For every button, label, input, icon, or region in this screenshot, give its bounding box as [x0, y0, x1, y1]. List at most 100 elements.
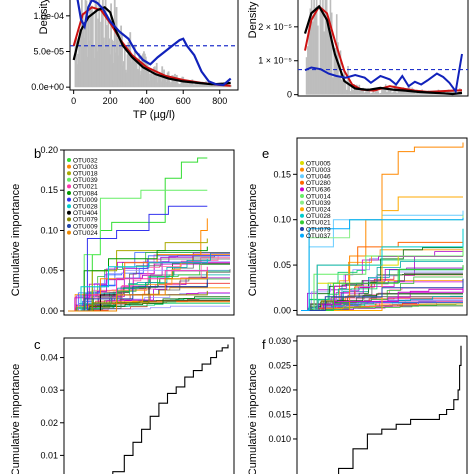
panel-b-legend-marker	[67, 204, 71, 209]
panel-a-hist-bar	[113, 0, 116, 88]
panel-a-hist-bar	[168, 80, 171, 88]
panel-d-hist-bar	[413, 91, 416, 95]
panel-b-background-line	[68, 292, 230, 312]
panel-a-hist-bar	[95, 0, 98, 88]
panel-a-hist-bar	[116, 38, 119, 88]
panel-e-background-line	[301, 259, 463, 311]
panel-b-series-line	[68, 246, 208, 312]
panel-b-legend-marker	[67, 158, 71, 162]
panel-d-frame	[297, 0, 469, 97]
panel-d-y-ticks: 0 1 × 10⁻⁵ 2 × 10⁻⁵	[258, 22, 298, 100]
panel-a-hist-bar	[119, 46, 122, 88]
panel-a-x-tick-label: 400	[139, 96, 154, 106]
panel-a-hist-bar	[163, 69, 165, 88]
panel-d-hist-bar	[373, 92, 376, 95]
panel-a-hist-bar	[207, 84, 210, 88]
panel-f-y-tick-label: 0.025	[268, 360, 291, 370]
panel-a-hist-bar	[90, 47, 92, 88]
panel-b-legend-marker	[67, 224, 71, 228]
panel-a-hist-bar	[133, 59, 135, 88]
panel-d-y-tick-label: 0	[287, 90, 292, 100]
panel-a-hist-bar	[137, 70, 140, 88]
panel-a-hist-bar	[107, 18, 110, 88]
panel-d-hist-bar	[329, 0, 332, 95]
panel-d-hist-bar	[345, 89, 348, 95]
panel-f-y-ticks: 0.010 0.015 0.020 0.025 0.030	[268, 336, 297, 444]
panel-a-hist-bar	[75, 38, 78, 88]
panel-e-legend-label: OTU046	[306, 174, 331, 181]
panel-d-hist-bar	[367, 87, 369, 95]
panel-a-hist-bar	[198, 82, 201, 88]
panel-d-hist-bar	[369, 93, 372, 95]
panel-b-legend-label: OTU003	[73, 164, 98, 171]
panel-a-hist-bar	[126, 54, 129, 88]
panel-e-legend-marker	[300, 220, 304, 225]
panel-a-hist-bar	[220, 85, 223, 88]
panel-d-hist-bar	[399, 90, 402, 95]
panel-e-legend-label: OTU037	[306, 233, 331, 240]
panel-a-hist-bar	[84, 0, 87, 88]
panel-b-frame	[63, 149, 235, 316]
panel-b-y-tick-label: 0.15	[40, 185, 58, 195]
panel-a-hist-bar	[144, 56, 147, 88]
panel-e-legend-label: OTU021	[306, 220, 331, 227]
panel-b-legend-label: OTU028	[73, 204, 98, 211]
panel-a-hist-bar	[164, 74, 166, 88]
panel-a-hist-bar	[173, 76, 175, 88]
panel-a-hist-bar	[117, 55, 120, 88]
panel-b-series-line	[68, 205, 208, 312]
panel-a-hist-bar	[101, 8, 103, 88]
panel-a-hist-bar	[143, 51, 145, 88]
panel-d-hist-bar	[347, 65, 349, 95]
panel-a-hist-bar	[196, 85, 198, 88]
panel-d-hist-bar	[448, 89, 451, 95]
panel-e-series-line	[301, 278, 464, 311]
panel-d-hist-bar	[354, 90, 357, 95]
panel-a-hist-bar	[179, 84, 182, 88]
panel-d-hist-bar	[313, 0, 315, 95]
panel-a-hist-bar	[128, 45, 131, 88]
panel-d-hist-bar	[376, 90, 378, 95]
panel-a-hist-bar	[169, 83, 172, 88]
panel-d-black-curve	[303, 4, 463, 96]
panel-a-y-ticks: 0.0e+00 5.0e-05 1.0e-04	[31, 11, 70, 92]
panel-d-hist-bar	[323, 31, 325, 95]
panel-a-hist-bar	[77, 53, 80, 88]
panel-a-hist-bar	[112, 40, 114, 88]
panel-d-hist-bar	[353, 84, 356, 95]
panel-a-hist-bar	[103, 48, 106, 88]
panel-a-hist-bar	[150, 73, 153, 88]
panel-a-hist-bar	[172, 75, 175, 88]
panel-b-legend-marker	[67, 171, 71, 176]
panel-d-hist-bar	[410, 91, 412, 95]
panel-b-legend-marker	[67, 164, 71, 169]
panel-d-hist-bar	[309, 8, 312, 95]
panel-a-hist-bar	[160, 81, 163, 88]
panel-b-background-line	[68, 255, 230, 312]
panel-a-y-label: Density	[38, 0, 50, 34]
panel-d-hist-bar	[335, 14, 338, 95]
panel-a-hist-bar	[206, 83, 209, 88]
panel-d-hist-bar	[312, 21, 314, 95]
panel-a-hist-bar	[142, 53, 144, 88]
panel-e-legend-marker	[300, 174, 304, 179]
panel-a-hist-bar	[140, 70, 143, 88]
panel-b-series-line	[68, 270, 208, 312]
panel-b-legend-marker	[67, 177, 71, 182]
panel-a-hist-bar	[127, 42, 130, 88]
panel-a-hist-bar	[110, 3, 112, 88]
panel-a-hist-bar	[149, 73, 152, 88]
panel-a-hist-bar	[122, 61, 125, 88]
panel-b-y-tick-label: 0.05	[40, 266, 58, 276]
panel-a-hist-bar	[129, 32, 132, 88]
panel-a-hist-bar	[133, 44, 136, 88]
panel-b-background-line	[68, 296, 230, 312]
panel-a-hist-bar	[185, 82, 188, 88]
panel-d-hist-bar	[426, 93, 428, 95]
panel-d-y-tick-label: 2 × 10⁻⁵	[258, 22, 292, 32]
panel-e-legend-label: OTU003	[306, 167, 331, 174]
panel-d-hist-bar	[371, 92, 373, 95]
panel-d-hist-bar	[382, 89, 385, 95]
panel-f-y-tick-label: 0.020	[268, 385, 291, 395]
panel-e-legend-marker	[300, 200, 304, 205]
